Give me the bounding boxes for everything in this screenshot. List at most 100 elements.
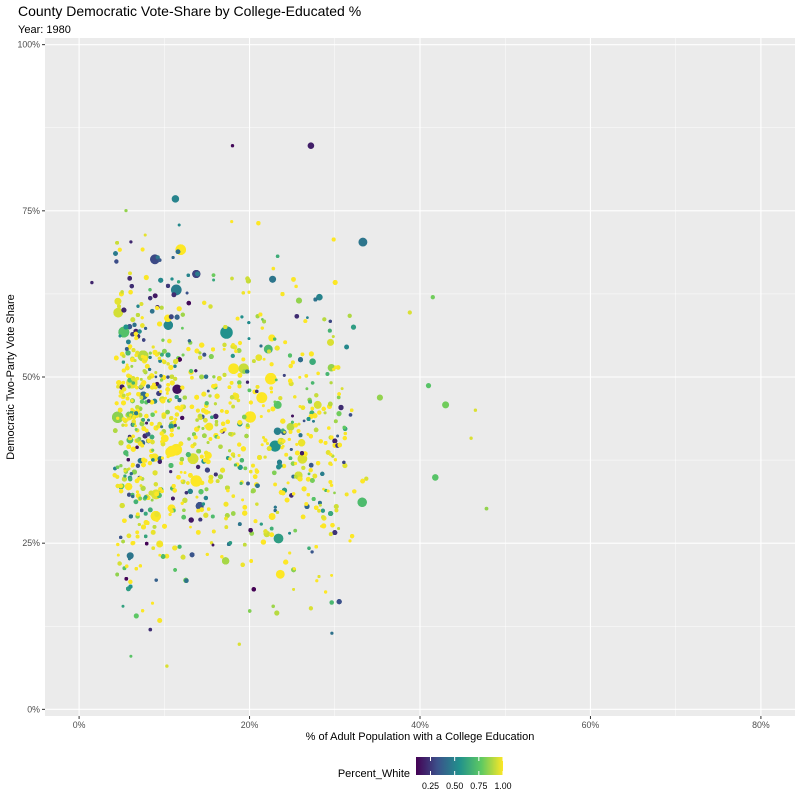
data-point [147, 375, 152, 381]
data-point [324, 590, 328, 594]
data-point [274, 610, 280, 616]
data-point [113, 466, 117, 471]
data-point [308, 399, 313, 404]
data-point [306, 316, 309, 319]
data-point [126, 533, 132, 539]
data-point [175, 358, 179, 362]
data-point [337, 527, 341, 530]
data-point [159, 305, 164, 310]
data-point [297, 439, 306, 447]
data-point [144, 428, 149, 433]
data-point [270, 390, 273, 394]
data-point [220, 421, 226, 426]
data-point [219, 429, 224, 433]
data-point [222, 427, 227, 432]
data-point [237, 419, 243, 426]
data-point [134, 411, 139, 416]
data-point [336, 411, 342, 417]
data-point [149, 308, 155, 314]
data-point [328, 510, 334, 517]
data-point [157, 617, 163, 624]
data-point [267, 409, 271, 413]
data-point [271, 266, 276, 271]
data-point [307, 472, 311, 476]
data-point [113, 307, 123, 318]
data-point [205, 552, 209, 556]
data-point [292, 588, 295, 591]
data-point [182, 395, 187, 400]
data-point [143, 274, 149, 281]
data-point [134, 428, 138, 431]
data-point [177, 544, 182, 549]
data-point [293, 475, 298, 479]
data-point [313, 427, 319, 433]
data-point [126, 468, 130, 472]
data-point [302, 419, 306, 423]
data-point [139, 508, 144, 513]
data-point [199, 454, 204, 459]
data-point [128, 436, 132, 440]
data-point [201, 502, 206, 506]
data-point [154, 427, 158, 431]
data-point [116, 380, 122, 386]
data-point [469, 436, 473, 440]
data-point [350, 324, 357, 330]
data-point [112, 428, 118, 433]
data-point [189, 404, 195, 410]
data-point [140, 354, 145, 359]
data-point [281, 463, 287, 469]
data-point [168, 423, 174, 429]
data-point [144, 363, 150, 369]
data-point [360, 478, 365, 484]
data-point [342, 460, 346, 465]
data-point [304, 501, 309, 507]
data-point [118, 394, 122, 398]
data-point [338, 404, 344, 411]
data-point [121, 360, 125, 364]
data-point [142, 338, 146, 342]
data-point [153, 385, 158, 390]
data-point [201, 408, 206, 413]
data-point [329, 463, 333, 466]
data-point [125, 350, 131, 356]
data-point [121, 604, 125, 608]
data-point [283, 559, 289, 565]
data-point [130, 399, 134, 403]
data-point [165, 391, 169, 395]
data-point [122, 387, 127, 392]
data-point [320, 524, 323, 528]
data-point [135, 405, 140, 410]
data-point [215, 479, 220, 483]
data-point [176, 280, 181, 284]
data-point [155, 424, 159, 428]
data-point [442, 401, 450, 409]
data-point [320, 471, 325, 477]
data-point [164, 553, 170, 559]
data-point [240, 562, 245, 567]
data-point [253, 519, 258, 524]
data-point [212, 278, 216, 282]
data-point [135, 438, 139, 442]
data-point [293, 461, 298, 466]
data-point [114, 297, 122, 305]
data-point [243, 466, 248, 471]
data-point [118, 334, 122, 338]
colorbar-tick-label: 1.00 [494, 781, 511, 791]
data-point [131, 494, 135, 499]
data-point [143, 495, 148, 499]
data-point [193, 435, 198, 440]
data-point [295, 297, 303, 304]
x-tick-label: 20% [241, 720, 259, 730]
data-point [150, 412, 155, 417]
data-point [116, 384, 120, 389]
data-point [199, 374, 204, 380]
data-point [257, 455, 262, 460]
data-point [247, 321, 251, 325]
data-point [273, 400, 277, 404]
data-point [278, 395, 283, 401]
data-point [147, 418, 150, 422]
data-point [317, 500, 322, 505]
data-point [237, 372, 243, 378]
data-point [290, 420, 294, 424]
data-point [234, 349, 238, 353]
